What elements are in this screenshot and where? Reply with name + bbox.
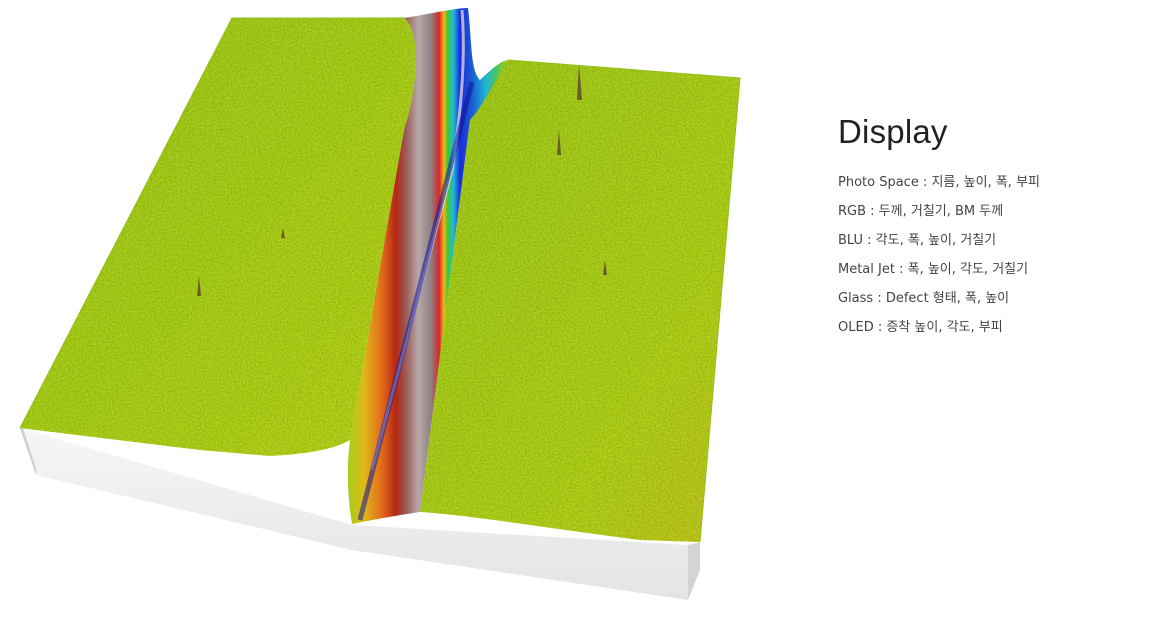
display-info-panel: Display Photo Space : 지름, 높이, 폭, 부피 RGB … <box>838 112 1148 342</box>
base-front-wall <box>20 428 688 600</box>
right-plateau <box>420 60 740 542</box>
spec-list: Photo Space : 지름, 높이, 폭, 부피 RGB : 두께, 거칠… <box>838 168 1148 342</box>
trench-shadow <box>357 81 475 521</box>
top-edge <box>507 59 741 543</box>
base-right-wall <box>688 542 700 600</box>
spec-item-glass: Glass : Defect 형태, 폭, 높이 <box>838 291 1010 306</box>
spike-defect <box>281 228 285 238</box>
spec-item-photo-space: Photo Space : 지름, 높이, 폭, 부피 <box>838 175 1040 190</box>
base-left-edge <box>20 425 36 475</box>
top-edge <box>19 17 404 429</box>
spike-defect <box>557 130 561 155</box>
spike-defect <box>577 64 582 100</box>
section-title: Display <box>838 113 948 150</box>
surface-3d-render <box>19 8 741 600</box>
left-plateau <box>20 18 416 456</box>
surface-height-map-image <box>19 8 741 600</box>
spec-item-blu: BLU : 각도, 폭, 높이, 거칠기 <box>838 233 997 248</box>
spec-item-rgb: RGB : 두께, 거칠기, BM 두께 <box>838 204 1004 219</box>
spec-item-metal-jet: Metal Jet : 폭, 높이, 각도, 거칠기 <box>838 262 1029 277</box>
spike-defect <box>603 260 607 275</box>
spec-item-oled: OLED : 증착 높이, 각도, 부피 <box>838 320 1003 335</box>
spike-defect <box>197 276 201 296</box>
